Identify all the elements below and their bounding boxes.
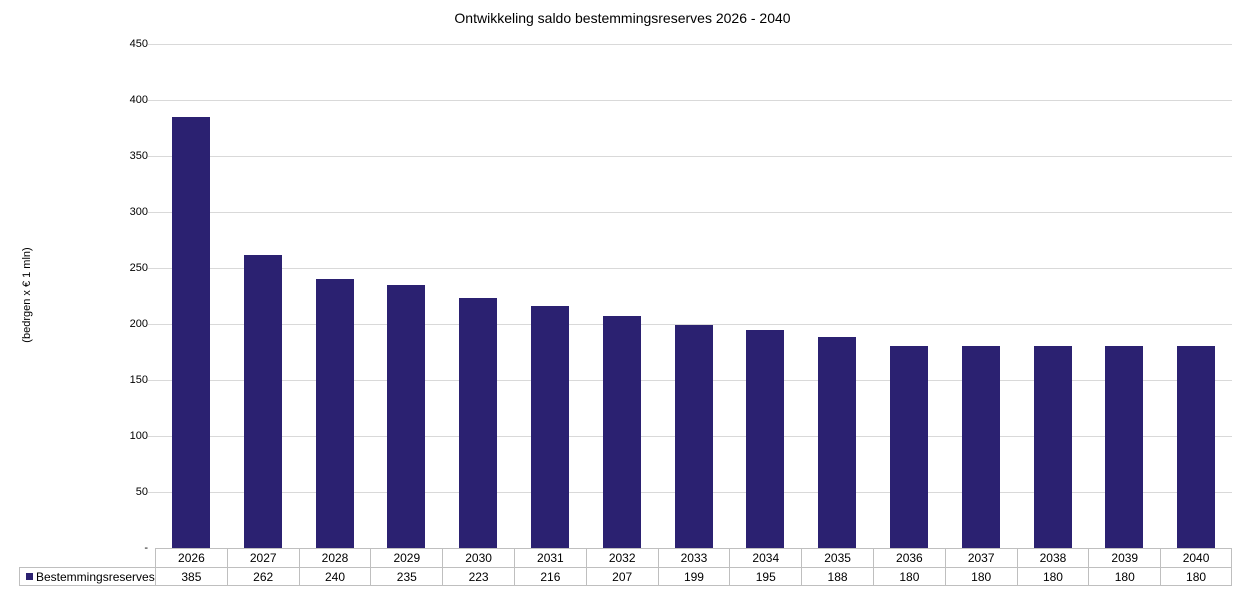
legend-swatch-icon (26, 573, 33, 580)
year-cell-2037: 2037 (944, 548, 1017, 567)
data-table-year-row: 2026 2027 2028 2029 2030 2031 2032 2033 2034 2035… (19, 548, 1232, 567)
gridline-200 (155, 324, 1232, 325)
y-axis-tick-350 (148, 156, 155, 157)
value-cell-2036: 180 (872, 567, 945, 586)
y-tick-label-150: 150 (129, 374, 148, 386)
plot-area (148, 44, 1232, 548)
data-table: 2026 2027 2028 2029 2030 2031 2032 2033 2034 2035… (19, 548, 1232, 586)
value-cell-2026: 385 (155, 567, 227, 586)
gridline-400 (155, 100, 1232, 101)
y-axis-tick-250 (148, 268, 155, 269)
data-table-value-row: Bestemmingsreserves 385 262 240 235 223 216 20… (19, 567, 1232, 586)
value-cell-2031: 216 (513, 567, 586, 586)
value-cell-2033: 199 (657, 567, 730, 586)
value-cell-2035: 188 (801, 567, 873, 586)
year-cell-2028: 2028 (298, 548, 371, 567)
bar-2029 (387, 284, 426, 548)
y-axis-tick-200 (148, 324, 155, 325)
y-tick-label-450: 450 (129, 38, 148, 50)
gridline-300 (155, 212, 1232, 213)
y-axis-tick-300 (148, 212, 155, 213)
value-cell-2027: 262 (226, 567, 299, 586)
bar-2035 (818, 337, 857, 548)
bar-2026 (171, 116, 210, 548)
year-cell-2031: 2031 (513, 548, 586, 567)
bar-2040 (1177, 346, 1216, 548)
year-cell-2039: 2039 (1088, 548, 1161, 567)
y-tick-label-0: - (144, 542, 148, 554)
y-tick-label-400: 400 (129, 94, 148, 106)
bar-2033 (674, 325, 713, 548)
gridline-350 (155, 156, 1232, 157)
value-cell-2028: 240 (298, 567, 371, 586)
bar-2039 (1105, 346, 1144, 548)
y-axis-tick-450 (148, 44, 155, 45)
y-axis-tick-400 (148, 100, 155, 101)
bar-2028 (315, 279, 354, 548)
y-tick-label-100: 100 (129, 430, 148, 442)
y-axis-title: (bedrgen x € 1 mln) (21, 247, 33, 343)
bar-2038 (1033, 346, 1072, 548)
year-cell-2035: 2035 (801, 548, 873, 567)
year-cell-2040: 2040 (1160, 548, 1232, 567)
year-cell-2030: 2030 (442, 548, 514, 567)
y-tick-label-50: 50 (135, 486, 148, 498)
bar-2036 (889, 346, 928, 548)
year-cell-2026: 2026 (155, 548, 227, 567)
chart-title: Ontwikkeling saldo bestemmingsreserves 2… (454, 10, 791, 26)
year-cell-2034: 2034 (729, 548, 802, 567)
bar-2031 (530, 306, 569, 548)
y-axis-tick-50 (148, 492, 155, 493)
y-axis-tick-100 (148, 436, 155, 437)
y-tick-label-350: 350 (129, 150, 148, 162)
y-tick-label-250: 250 (129, 262, 148, 274)
gridline-250 (155, 268, 1232, 269)
legend-cell: Bestemmingsreserves (19, 567, 155, 586)
year-cell-2038: 2038 (1016, 548, 1089, 567)
value-cell-2039: 180 (1088, 567, 1161, 586)
bar-2037 (961, 346, 1000, 548)
value-cell-2034: 195 (729, 567, 802, 586)
bar-2030 (459, 298, 498, 548)
value-cell-2038: 180 (1016, 567, 1089, 586)
value-cell-2037: 180 (944, 567, 1017, 586)
table-corner-spacer (19, 548, 155, 567)
value-cell-2040: 180 (1160, 567, 1232, 586)
gridline-450 (155, 44, 1232, 45)
value-cell-2030: 223 (442, 567, 514, 586)
legend-series-label: Bestemmingsreserves (36, 569, 155, 584)
year-cell-2027: 2027 (226, 548, 299, 567)
bar-2032 (602, 316, 641, 548)
y-tick-label-300: 300 (129, 206, 148, 218)
bar-2034 (746, 329, 785, 548)
y-axis-tick-150 (148, 380, 155, 381)
value-cell-2029: 235 (370, 567, 443, 586)
y-tick-label-200: 200 (129, 318, 148, 330)
bar-2027 (243, 254, 282, 548)
year-cell-2033: 2033 (657, 548, 730, 567)
year-cell-2029: 2029 (370, 548, 443, 567)
year-cell-2032: 2032 (585, 548, 658, 567)
value-cell-2032: 207 (585, 567, 658, 586)
year-cell-2036: 2036 (872, 548, 945, 567)
